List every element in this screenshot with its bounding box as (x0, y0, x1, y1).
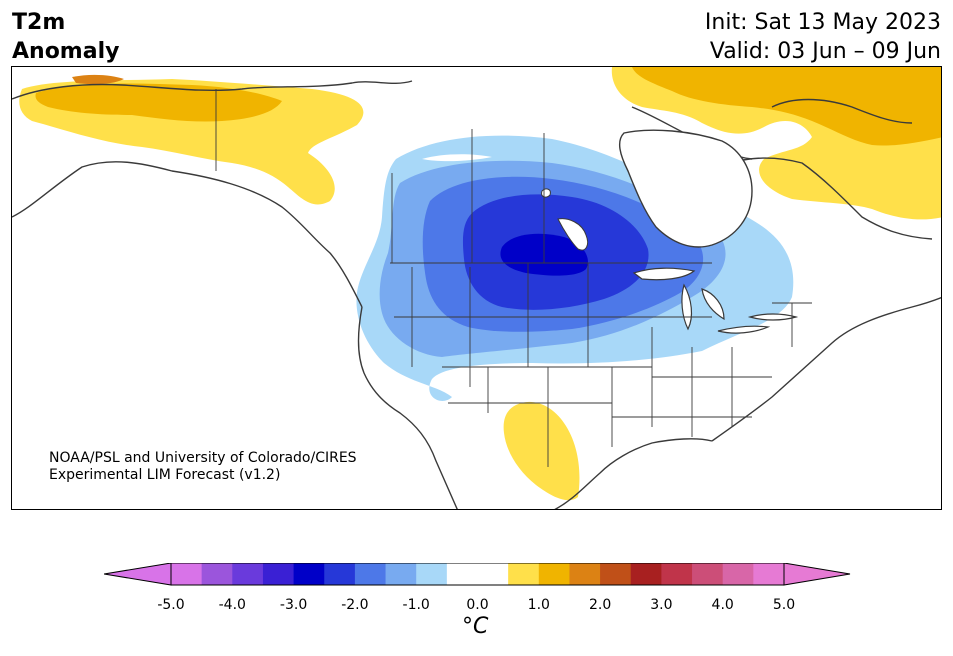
colorbar-box (385, 563, 417, 585)
colorbar-box (171, 563, 203, 585)
colorbar-box (692, 563, 724, 585)
warm-anomaly-texas (503, 401, 580, 501)
colorbar-box (538, 563, 570, 585)
warm-anomaly-alaska-peak (72, 74, 124, 85)
credit-note: NOAA/PSL and University of Colorado/CIRE… (49, 450, 357, 484)
colorbar-tick-label: 5.0 (772, 597, 796, 613)
political-borders (215, 89, 812, 467)
colorbar-box (722, 563, 754, 585)
colorbar-tick-label: 2.0 (588, 597, 612, 613)
colorbar-tick-label: -5.0 (157, 597, 185, 613)
credit-line-1: NOAA/PSL and University of Colorado/CIRE… (49, 450, 357, 466)
colorbar-box (201, 563, 233, 585)
colorbar-box (354, 563, 387, 585)
map-canvas (12, 67, 941, 509)
warm-anomaly-alaska-core (35, 83, 282, 122)
colorbar-box (477, 563, 509, 585)
colorbar-box (416, 563, 448, 585)
colorbar-tick-labels: -5.0 -4.0 -3.0 -2.0 -1.0 0.0 1.0 2.0 3.0 4.0 5.0 (0, 597, 953, 617)
colorbar-box (508, 563, 540, 585)
title-line-1: T2m (12, 10, 66, 35)
cold-anomaly-edge-white (422, 154, 492, 162)
colorbar-box (569, 563, 601, 585)
lake-winnipeg (557, 218, 589, 251)
colorbar-tick-label: 1.0 (527, 597, 550, 613)
warm-anomaly-baffin-core (632, 67, 941, 146)
colorbar-under-arrow (104, 563, 172, 586)
colorbar-box (630, 563, 662, 585)
colorbar-tick-label: 4.0 (711, 597, 734, 613)
colorbar-tick-label: 3.0 (650, 597, 673, 613)
forecast-dates: Init: Sat 13 May 2023 Valid: 03 Jun – 09… (705, 8, 941, 66)
credit-line-2: Experimental LIM Forecast (v1.2) (49, 467, 281, 483)
map-title: T2m Anomaly (12, 8, 119, 66)
colorbar-tick-label: -3.0 (279, 597, 308, 613)
great-lakes (632, 267, 799, 334)
colorbar-tick-label: -4.0 (218, 597, 246, 613)
title-line-2: Anomaly (12, 39, 120, 64)
colorbar-tick-label: -2.0 (341, 597, 369, 613)
hudson-bay (618, 129, 753, 248)
lake-winnipegosis (541, 188, 551, 198)
anomaly-map: NOAA/PSL and University of Colorado/CIRE… (11, 66, 942, 510)
colorbar-tick-label: -1.0 (402, 597, 430, 613)
colorbar-unit-label: °C (462, 614, 489, 639)
colorbar-over-arrow (783, 563, 851, 586)
colorbar-box (753, 563, 785, 585)
colorbar (104, 563, 851, 586)
colorbar-outline (170, 563, 785, 586)
colorbar-boxes (171, 563, 785, 585)
init-date: Init: Sat 13 May 2023 (704, 10, 941, 35)
colorbar-box (324, 563, 356, 585)
colorbar-tick-label: 0.0 (466, 597, 489, 613)
colorbar-box (293, 563, 325, 585)
colorbar-box (232, 563, 264, 585)
colorbar-box (661, 563, 693, 585)
valid-range: Valid: 03 Jun – 09 Jun (709, 39, 941, 64)
colorbar-box (600, 563, 632, 585)
colorbar-box (262, 563, 295, 585)
colorbar-box (446, 563, 478, 585)
colorbar-unit: °C (462, 614, 488, 639)
